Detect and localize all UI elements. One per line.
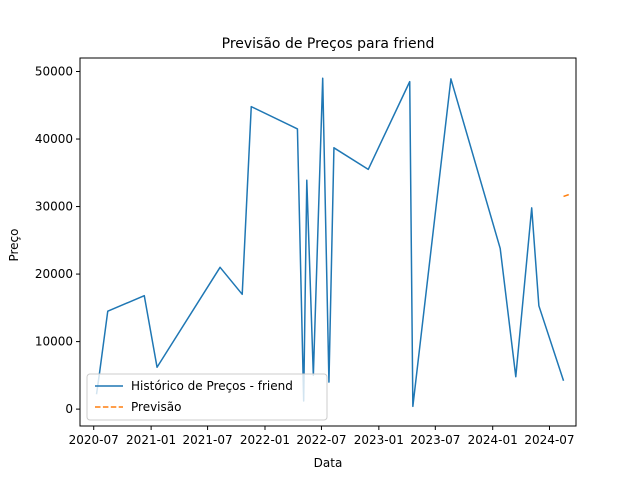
y-tick-label: 50000 (35, 65, 73, 79)
legend-label: Histórico de Preços - friend (131, 379, 293, 393)
x-tick-label: 2022-01 (240, 433, 290, 447)
x-tick-label: 2024-01 (468, 433, 518, 447)
chart-title: Previsão de Preços para friend (222, 36, 435, 52)
y-tick-label: 40000 (35, 132, 73, 146)
x-tick-label: 2023-01 (354, 433, 404, 447)
legend: Histórico de Preços - friend Previsão (87, 374, 327, 420)
y-tick-label: 10000 (35, 335, 73, 349)
x-tick-label: 2021-07 (183, 433, 233, 447)
y-tick-label: 30000 (35, 200, 73, 214)
y-axis-label: Preço (7, 228, 21, 261)
x-tick-label: 2024-07 (524, 433, 574, 447)
y-tick-label: 0 (65, 402, 73, 416)
x-tick-label: 2023-07 (410, 433, 460, 447)
y-tick-label: 20000 (35, 267, 73, 281)
x-tick-label: 2021-01 (126, 433, 176, 447)
x-axis-label: Data (314, 456, 343, 470)
legend-label: Previsão (131, 400, 181, 414)
x-tick-label: 2020-07 (69, 433, 119, 447)
x-tick-label: 2022-07 (296, 433, 346, 447)
